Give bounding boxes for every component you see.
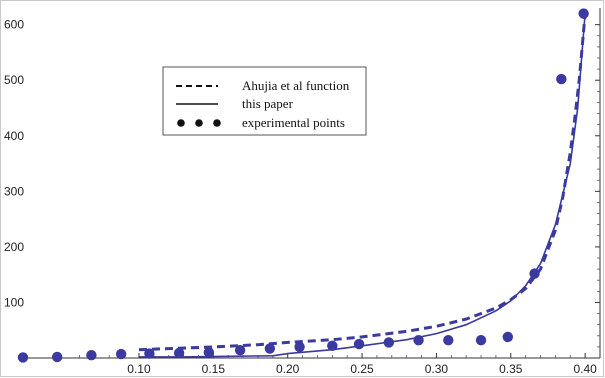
legend-marker-dot-1 <box>177 119 185 127</box>
x-tick-label-0.25: 0.25 <box>350 362 374 376</box>
legend-marker-dot-2 <box>195 119 203 127</box>
experimental-point <box>578 8 589 19</box>
y-tick-label-600: 600 <box>4 18 24 32</box>
experimental-point <box>144 348 155 359</box>
experimental-point <box>86 350 97 361</box>
y-tick-label-200: 200 <box>4 240 24 254</box>
series-line-ahujia <box>138 13 587 352</box>
experimental-point <box>234 345 246 356</box>
legend-label-experimental: experimental points <box>242 115 345 130</box>
series-layer <box>17 8 589 363</box>
legend-label-this-paper: this paper <box>242 96 294 111</box>
x-tick-label-0.40: 0.40 <box>573 362 597 376</box>
x-tick-label-0.15: 0.15 <box>202 362 226 376</box>
legend: Ahujia et al function this paper experim… <box>162 66 367 136</box>
experimental-point <box>264 343 276 354</box>
y-tick-label-300: 300 <box>4 184 24 198</box>
legend-label-ahujia: Ahujia et al function <box>242 78 350 93</box>
experimental-point <box>173 347 185 359</box>
experimental-point <box>17 352 29 363</box>
y-tick-label-500: 500 <box>4 73 24 87</box>
experimental-point <box>475 335 487 346</box>
experimental-point <box>529 268 540 279</box>
experimental-point <box>51 351 63 363</box>
x-tick-label-0.35: 0.35 <box>499 362 523 376</box>
y-tick-label-400: 400 <box>4 129 24 143</box>
experimental-point <box>353 338 365 350</box>
experimental-point <box>413 335 424 346</box>
experimental-point <box>443 335 454 346</box>
y-tick-label-100: 100 <box>4 295 24 309</box>
x-tick-label-0.30: 0.30 <box>425 362 449 376</box>
legend-marker-dot-3 <box>213 119 221 127</box>
experimental-point <box>115 348 127 360</box>
experimental-point <box>203 347 215 358</box>
x-tick-label-0.10: 0.10 <box>127 362 151 376</box>
experimental-point <box>294 341 305 353</box>
axes: 0.10 0.15 0.20 0.25 0.30 0.35 0.40 100 200 300 400… <box>4 8 601 376</box>
experimental-point <box>502 331 513 343</box>
x-tick-label-0.20: 0.20 <box>276 362 300 376</box>
experimental-point <box>327 340 338 351</box>
experimental-point <box>383 337 395 348</box>
series-line-this-paper <box>139 13 586 358</box>
experimental-point <box>556 73 567 85</box>
